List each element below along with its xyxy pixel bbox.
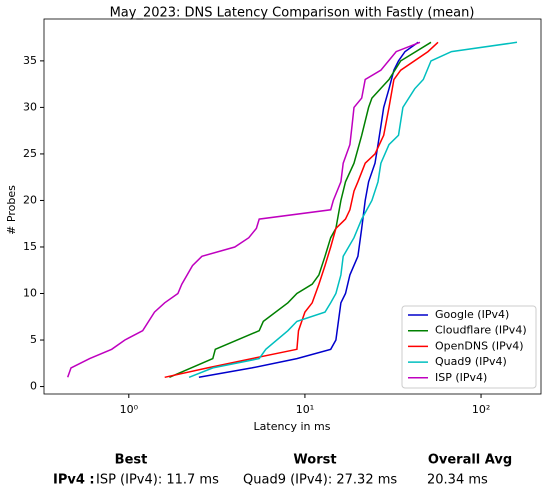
series-line bbox=[188, 41, 518, 378]
summary-header: Worst bbox=[293, 453, 336, 468]
legend-box bbox=[401, 305, 537, 389]
series-line bbox=[169, 41, 432, 378]
y-tick-label: 0 bbox=[30, 380, 37, 393]
x-tick-label: 10² bbox=[472, 403, 490, 416]
plot-frame bbox=[43, 18, 542, 395]
y-tick-label: 30 bbox=[23, 100, 37, 113]
legend-label: Google (IPv4) bbox=[435, 308, 509, 321]
chart-title: May_2023: DNS Latency Comparison with Fa… bbox=[110, 6, 475, 21]
legend-label: ISP (IPv4) bbox=[435, 371, 487, 384]
summary-cell: ISP (IPv4): 11.7 ms bbox=[96, 473, 219, 488]
summary-header: Overall Avg bbox=[428, 453, 512, 468]
summary-header: Best bbox=[115, 453, 148, 468]
y-tick-label: 5 bbox=[30, 333, 37, 346]
x-tick-label: 10¹ bbox=[296, 403, 314, 416]
y-tick-label: 20 bbox=[23, 193, 37, 206]
summary-cell: 20.34 ms bbox=[427, 473, 488, 488]
legend-label: Quad9 (IPv4) bbox=[435, 355, 507, 368]
summary-cell: Quad9 (IPv4): 27.32 ms bbox=[243, 473, 397, 488]
y-tick-label: 15 bbox=[23, 240, 37, 253]
y-tick-label: 25 bbox=[23, 147, 37, 160]
y-axis-label: # Probes bbox=[5, 185, 18, 235]
legend-label: Cloudflare (IPv4) bbox=[435, 324, 527, 337]
x-tick-label: 10⁰ bbox=[120, 403, 139, 416]
y-tick-label: 35 bbox=[23, 54, 37, 67]
y-tick-label: 10 bbox=[23, 287, 37, 300]
summary-row-label: IPv4 : bbox=[53, 473, 95, 488]
series-line bbox=[164, 41, 439, 379]
series-line bbox=[66, 41, 421, 378]
x-axis-label: Latency in ms bbox=[254, 420, 331, 433]
legend-label: OpenDNS (IPv4) bbox=[435, 339, 524, 352]
